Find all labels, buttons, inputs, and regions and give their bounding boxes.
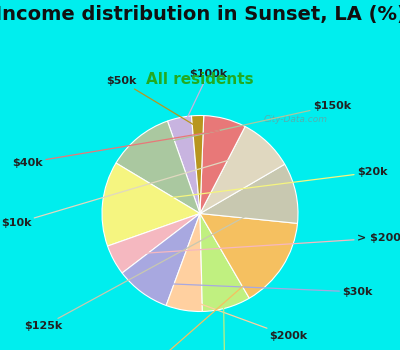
Wedge shape [116,121,200,214]
Text: $125k: $125k [24,197,282,331]
Text: City-Data.com: City-Data.com [264,115,328,124]
Wedge shape [122,214,200,306]
Wedge shape [168,116,200,214]
Text: $100k: $100k [183,69,227,127]
Text: $20k: $20k [117,167,387,204]
Text: $150k: $150k [148,101,351,146]
Wedge shape [200,116,245,214]
Text: $50k: $50k [106,76,196,126]
Text: All residents: All residents [146,72,254,87]
Wedge shape [102,163,200,246]
Wedge shape [108,214,200,273]
Wedge shape [200,126,285,214]
Text: $60k: $60k [140,262,270,350]
Text: $30k: $30k [152,283,372,297]
Text: $10k: $10k [1,152,257,228]
Text: $200k: $200k [188,300,307,341]
Wedge shape [200,214,249,312]
Wedge shape [200,214,298,298]
Text: Income distribution in Sunset, LA (%): Income distribution in Sunset, LA (%) [0,5,400,24]
Text: > $200k: > $200k [127,233,400,254]
Text: $40k: $40k [12,131,219,168]
Text: $75k: $75k [209,299,240,350]
Wedge shape [200,164,298,223]
Wedge shape [166,214,202,312]
Wedge shape [192,116,204,214]
